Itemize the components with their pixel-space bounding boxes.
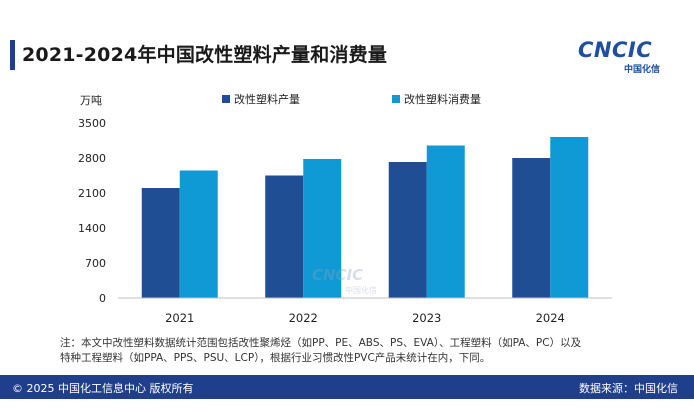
x-tick-label-2021: 2021: [165, 311, 194, 325]
y-tick-label: 2800: [78, 152, 106, 165]
y-tick-label: 2100: [78, 187, 106, 200]
legend: 改性塑料产量 改性塑料消费量: [222, 92, 481, 106]
copyright-text: © 2025 中国化工信息中心 版权所有: [12, 382, 194, 395]
footnote-line-1: 注：本文中改性塑料数据统计范围包括改性聚烯烃（如PP、PE、ABS、PS、EVA…: [60, 337, 582, 349]
bar-2022-series-2: [303, 159, 342, 298]
x-axis-ticks: 2021 2022 2023 2024: [165, 311, 565, 325]
bar-chart: 万吨 改性塑料产量 改性塑料消费量 0 700 1400 2100 2800 3500 20…: [78, 92, 612, 325]
bar-2023-series-2: [426, 145, 465, 298]
legend-label-2: 改性塑料消费量: [404, 92, 481, 106]
bar-2024-series-1: [512, 158, 551, 298]
y-tick-label: 0: [99, 292, 106, 305]
bar-2022-series-1: [265, 175, 304, 298]
footer-bar: © 2025 中国化工信息中心 版权所有 数据来源：中国化信: [0, 375, 694, 399]
y-axis-ticks: 0 700 1400 2100 2800 3500: [78, 117, 106, 305]
legend-swatch-2: [392, 95, 400, 103]
title-accent-bar: [10, 40, 15, 70]
x-tick-label-2022: 2022: [289, 311, 318, 325]
cncic-logo: CNCIC 中国化信: [578, 38, 676, 76]
footnote-line-2: 特种工程塑料（如PPA、PPS、PSU、LCP），根据行业习惯改性PVC产品未统…: [60, 352, 491, 364]
y-tick-label: 1400: [78, 222, 106, 235]
data-source-text: 数据来源：中国化信: [579, 382, 678, 395]
logo-subtext: 中国化信: [624, 65, 661, 75]
logo-text: CNCIC: [578, 38, 653, 62]
page-title: 2021-2024年中国改性塑料产量和消费量: [22, 44, 388, 66]
bars: [141, 137, 589, 298]
bar-2024-series-2: [550, 137, 589, 298]
watermark-subtext: 中国化信: [345, 286, 377, 295]
x-tick-label-2023: 2023: [412, 311, 441, 325]
bar-2023-series-1: [388, 162, 427, 298]
y-tick-label: 700: [85, 257, 106, 270]
bar-2021-series-2: [179, 170, 218, 298]
legend-label-1: 改性塑料产量: [234, 92, 300, 106]
y-tick-label: 3500: [78, 117, 106, 130]
footnote: 注：本文中改性塑料数据统计范围包括改性聚烯烃（如PP、PE、ABS、PS、EVA…: [60, 336, 660, 366]
legend-swatch-1: [222, 95, 230, 103]
x-tick-label-2024: 2024: [536, 311, 565, 325]
y-axis-unit-label: 万吨: [80, 94, 102, 107]
bar-2021-series-1: [141, 188, 180, 298]
watermark-logo: CNCIC: [312, 266, 364, 284]
header: 2021-2024年中国改性塑料产量和消费量 CNCIC 中国化信: [0, 0, 694, 76]
